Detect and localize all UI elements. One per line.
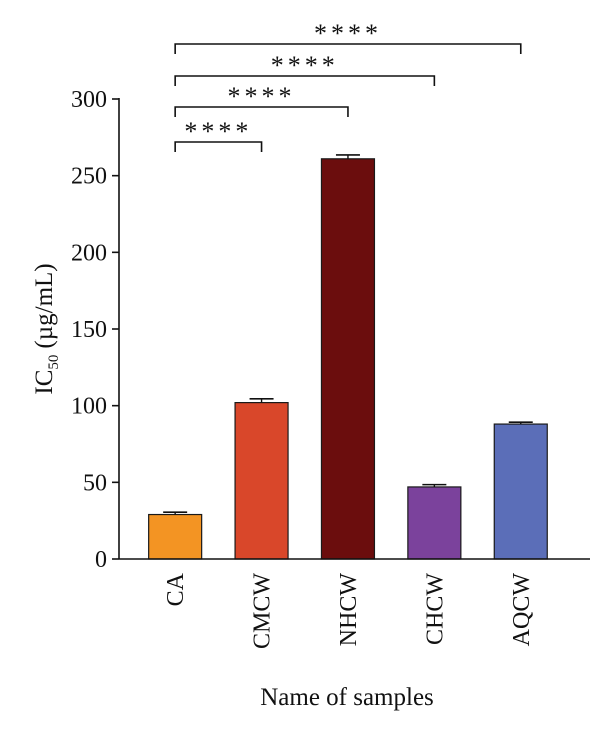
significance-bracket — [174, 141, 263, 152]
significance-label: **** — [271, 51, 339, 80]
y-axis-title-subscript: 50 — [46, 355, 62, 370]
x-tick-label-nhcw: NHCW — [336, 573, 362, 647]
bar-aqcw — [493, 423, 548, 560]
significance-bracket — [174, 43, 522, 54]
significance-label: **** — [314, 19, 382, 48]
y-tick-label: 0 — [95, 547, 107, 573]
x-tick-label-aqcw: AQCW — [509, 573, 535, 647]
x-tick-label-chcw: CHCW — [422, 573, 448, 645]
bar-nhcw — [320, 158, 376, 560]
y-axis-title-main: IC — [31, 370, 58, 395]
x-tick-label-ca: CA — [163, 572, 189, 606]
significance-bracket — [174, 106, 349, 117]
bar-chcw — [407, 486, 462, 560]
y-tick-label: 250 — [71, 164, 107, 190]
y-tick-label: 100 — [71, 394, 107, 420]
y-tick-label: 300 — [71, 87, 107, 113]
x-tick-label-cmcw: CMCW — [250, 573, 276, 649]
significance-label: **** — [228, 82, 296, 111]
bars — [148, 154, 548, 560]
significance-label: **** — [184, 117, 252, 146]
x-axis-title: Name of samples — [260, 684, 434, 711]
y-tick-label: 150 — [71, 317, 107, 343]
y-tick-label: 200 — [71, 240, 107, 266]
significance-brackets: **************** — [174, 19, 522, 152]
significance-bracket — [174, 75, 436, 86]
y-axis-title-unit: (µg/mL) — [31, 263, 58, 348]
x-tick-labels: CA CMCW NHCW CHCW AQCW — [163, 572, 535, 649]
y-tick-label: 50 — [83, 470, 107, 496]
bar-cmcw — [234, 402, 289, 560]
y-axis-title: IC50 (µg/mL) — [31, 263, 62, 394]
y-ticks: 0 50 100 150 200 250 300 — [71, 87, 119, 573]
bar-ca — [148, 513, 203, 560]
